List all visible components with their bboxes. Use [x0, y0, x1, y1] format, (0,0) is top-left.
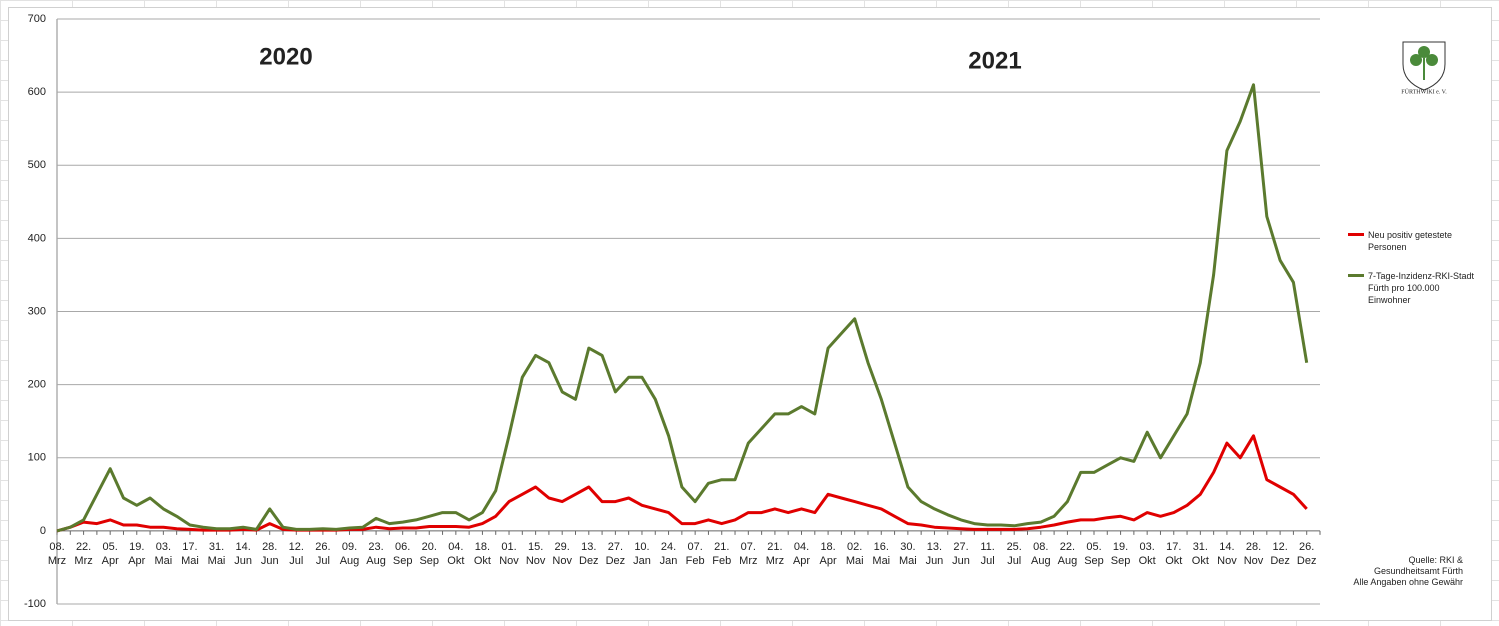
x-tick-label: 18. Apr: [820, 541, 837, 567]
x-tick-label: 04. Okt: [447, 541, 464, 567]
annotation: 2021: [968, 47, 1021, 74]
source-line: Gesundheitsamt Fürth: [1373, 566, 1463, 576]
x-tick-label: 14. Nov: [1217, 541, 1237, 567]
x-tick-label: 19. Sep: [1111, 541, 1131, 567]
x-tick-label: 18. Okt: [474, 541, 491, 567]
legend-label: 7-Tage-Inzidenz-RKI-Stadt Fürth pro 100.…: [1368, 271, 1475, 305]
x-tick-label: 07. Mrz: [739, 541, 757, 567]
y-tick-label: 600: [28, 86, 46, 98]
y-tick-label: 700: [28, 13, 46, 25]
x-tick-label: 26. Dez: [1297, 541, 1317, 567]
x-tick-label: 03. Okt: [1139, 541, 1156, 567]
y-tick-label: 100: [28, 452, 46, 464]
x-tick-label: 21. Feb: [712, 541, 731, 567]
x-tick-label: 23. Aug: [366, 541, 386, 567]
y-tick-label: 300: [28, 305, 46, 317]
x-tick-label: 05. Sep: [1084, 541, 1104, 567]
logo-icon: [1402, 41, 1446, 91]
legend-swatch: [1348, 274, 1364, 277]
x-tick-label: 03. Mai: [154, 541, 172, 567]
legend-label: Neu positiv getestete Personen: [1368, 230, 1453, 252]
y-tick-label: 400: [28, 232, 46, 244]
x-tick-label: 01. Nov: [499, 541, 519, 567]
series-line: [56, 83, 1309, 533]
y-tick-label: -100: [24, 598, 46, 610]
x-tick-label: 08. Aug: [1031, 541, 1051, 567]
x-tick-label: 12. Dez: [1270, 541, 1290, 567]
legend-swatch: [1348, 233, 1364, 236]
x-tick-label: 22. Mrz: [74, 541, 92, 567]
x-tick-label: 31. Mai: [208, 541, 226, 567]
x-tick-label: 13. Jun: [926, 541, 944, 567]
x-tick-label: 22. Aug: [1058, 541, 1078, 567]
x-tick-label: 17. Mai: [181, 541, 199, 567]
x-tick-label: 26. Jul: [315, 541, 330, 567]
x-tick-label: 20. Sep: [419, 541, 439, 567]
logo-text: FÜRTHWIKI e. V.: [1401, 88, 1447, 95]
x-tick-label: 25. Jul: [1007, 541, 1022, 567]
x-tick-label: 08. Mrz: [48, 541, 66, 567]
y-tick-label: 0: [40, 525, 46, 537]
x-tick-label: 19. Apr: [128, 541, 145, 567]
x-tick-label: 10. Jan: [633, 541, 651, 567]
x-tick-label: 15. Nov: [526, 541, 546, 567]
source-note: Quelle: RKI & Gesundheitsamt Fürth Alle …: [1353, 555, 1463, 588]
source-line: Alle Angaben ohne Gewähr: [1353, 577, 1463, 587]
y-tick-label: 500: [28, 159, 46, 171]
x-tick-label: 11. Jul: [980, 541, 994, 567]
x-tick-label: 21. Mrz: [766, 541, 784, 567]
x-tick-label: 24. Jan: [660, 541, 678, 567]
x-tick-label: 28. Nov: [1244, 541, 1264, 567]
series-line: [56, 434, 1308, 533]
x-tick-label: 30. Mai: [899, 541, 917, 567]
x-tick-label: 06. Sep: [393, 541, 413, 567]
x-tick-label: 31. Okt: [1192, 541, 1209, 567]
x-tick-label: 02. Mai: [846, 541, 864, 567]
x-tick-label: 17. Okt: [1165, 541, 1182, 567]
source-line: Quelle: RKI &: [1408, 555, 1463, 565]
x-tick-label: 04. Apr: [793, 541, 810, 567]
x-tick-label: 28. Jun: [261, 541, 279, 567]
annotation: 2020: [259, 43, 312, 70]
x-tick-label: 07. Feb: [686, 541, 705, 567]
x-tick-label: 14. Jun: [234, 541, 252, 567]
x-tick-label: 13. Dez: [579, 541, 599, 567]
x-tick-label: 16. Mai: [872, 541, 890, 567]
x-tick-label: 29. Nov: [552, 541, 572, 567]
x-tick-label: 27. Dez: [606, 541, 626, 567]
y-tick-label: 200: [28, 379, 46, 391]
x-tick-label: 05. Apr: [102, 541, 119, 567]
x-tick-label: 12. Jul: [289, 541, 304, 567]
x-tick-label: 09. Aug: [340, 541, 360, 567]
x-tick-label: 27. Jun: [952, 541, 970, 567]
